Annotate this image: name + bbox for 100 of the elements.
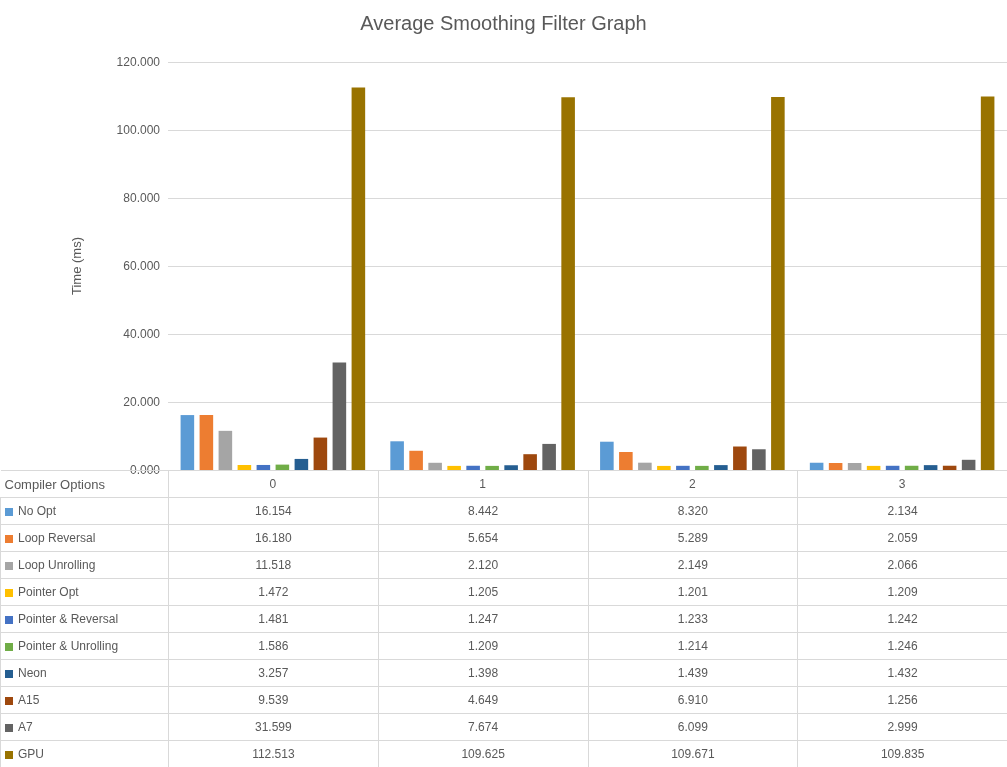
data-label: 1.246 xyxy=(797,632,1007,660)
bar xyxy=(923,465,938,470)
data-label: 8.320 xyxy=(588,497,798,525)
legend-title: Compiler Options xyxy=(4,476,105,492)
data-label: 1.233 xyxy=(588,605,798,633)
bar xyxy=(600,441,614,470)
data-label: 1.209 xyxy=(797,578,1007,606)
bar xyxy=(714,465,728,470)
y-tick-label: 120.000 xyxy=(116,55,161,69)
y-tick-label: 100.000 xyxy=(116,123,161,137)
data-label: 1.481 xyxy=(168,605,379,633)
data-label: 6.910 xyxy=(588,686,798,714)
bar xyxy=(332,362,347,470)
bar xyxy=(676,465,690,470)
data-label: 5.654 xyxy=(378,524,588,552)
data-label: 2.120 xyxy=(378,551,588,579)
data-label: 1.472 xyxy=(168,578,379,606)
x-tick-label: 1 xyxy=(479,477,487,491)
bar xyxy=(657,465,671,470)
bar xyxy=(961,459,976,470)
x-tick-label: 2 xyxy=(689,477,697,491)
data-label: 1.214 xyxy=(588,632,798,660)
bar xyxy=(504,465,518,470)
bar xyxy=(542,443,556,470)
data-label: 5.289 xyxy=(588,524,798,552)
bar xyxy=(866,465,881,470)
bar xyxy=(904,465,919,470)
data-label: 16.180 xyxy=(168,524,379,552)
data-label: 2.059 xyxy=(797,524,1007,552)
data-label: 8.442 xyxy=(378,497,588,525)
bar xyxy=(771,97,785,470)
bar xyxy=(313,437,328,470)
bar xyxy=(942,465,957,470)
bar xyxy=(237,465,252,470)
y-tick-label: 80.000 xyxy=(123,191,161,205)
data-label: 1.205 xyxy=(378,578,588,606)
bar xyxy=(847,462,862,470)
bar xyxy=(409,450,423,470)
data-label: 109.835 xyxy=(797,740,1007,767)
bar xyxy=(447,465,461,470)
bar xyxy=(523,454,537,470)
bar xyxy=(885,465,900,470)
bar xyxy=(256,464,271,470)
bar xyxy=(466,465,480,470)
data-label: 11.518 xyxy=(168,551,379,579)
bar xyxy=(619,452,633,470)
legend-label: GPU xyxy=(18,747,45,761)
data-label: 2.066 xyxy=(797,551,1007,579)
data-label: 1.242 xyxy=(797,605,1007,633)
bar xyxy=(809,462,824,470)
data-label: 6.099 xyxy=(588,713,798,741)
data-label: 109.671 xyxy=(588,740,798,767)
y-tick-label: 60.000 xyxy=(123,259,161,273)
bar xyxy=(199,414,214,470)
bar xyxy=(733,446,747,470)
legend-label: Pointer & Reversal xyxy=(18,612,119,626)
bar xyxy=(752,449,766,470)
bar xyxy=(638,462,652,470)
y-tick-label: 20.000 xyxy=(123,395,161,409)
legend-label: Loop Reversal xyxy=(18,531,96,545)
bar xyxy=(351,87,366,470)
data-label: 1.439 xyxy=(588,659,798,687)
data-label: 1.247 xyxy=(378,605,588,633)
bar xyxy=(695,465,709,470)
legend-label: A15 xyxy=(18,693,40,707)
bar xyxy=(980,96,995,470)
bar xyxy=(428,462,442,470)
legend-label: Pointer Opt xyxy=(18,585,79,599)
data-label: 4.649 xyxy=(378,686,588,714)
y-tick-label: 40.000 xyxy=(123,327,161,341)
legend-label: A7 xyxy=(18,720,33,734)
bar xyxy=(390,441,404,470)
x-tick-label: 3 xyxy=(898,477,906,491)
data-label: 1.586 xyxy=(168,632,379,660)
chart-title: Average Smoothing Filter Graph xyxy=(360,12,647,34)
data-label: 109.625 xyxy=(378,740,588,767)
data-label: 1.209 xyxy=(378,632,588,660)
data-label: 1.432 xyxy=(797,659,1007,687)
bar xyxy=(485,465,499,470)
y-axis-title: Time (ms) xyxy=(69,236,84,296)
data-label: 31.599 xyxy=(168,713,379,741)
data-label: 7.674 xyxy=(378,713,588,741)
bar xyxy=(561,97,575,470)
bar xyxy=(218,430,233,470)
data-label: 3.257 xyxy=(168,659,379,687)
data-label: 2.149 xyxy=(588,551,798,579)
data-label: 1.256 xyxy=(797,686,1007,714)
data-label: 1.201 xyxy=(588,578,798,606)
data-label: 2.134 xyxy=(797,497,1007,525)
bar xyxy=(294,458,309,470)
legend-label: Neon xyxy=(18,666,47,680)
legend-label: Pointer & Unrolling xyxy=(18,639,119,653)
bar xyxy=(180,415,195,470)
data-label: 1.398 xyxy=(378,659,588,687)
legend-label: No Opt xyxy=(18,504,57,518)
data-label: 16.154 xyxy=(168,497,379,525)
data-label: 112.513 xyxy=(168,740,379,767)
x-tick-label: 0 xyxy=(269,477,277,491)
legend-label: Loop Unrolling xyxy=(18,558,96,572)
bar xyxy=(828,463,843,470)
